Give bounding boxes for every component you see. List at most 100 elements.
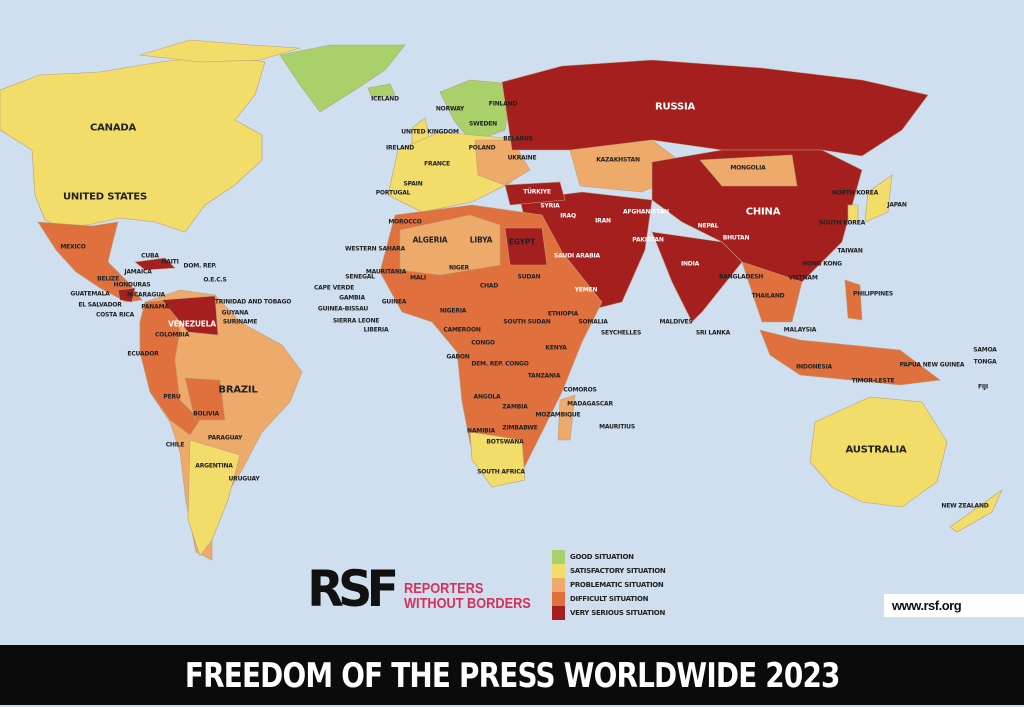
- title-banner: FREEDOM OF THE PRESS WORLDWIDE 2023: [0, 645, 1024, 705]
- country-label: NIGER: [449, 264, 469, 272]
- country-label: HAITI: [161, 258, 179, 266]
- country-label: TRINIDAD AND TOBAGO: [214, 298, 292, 306]
- region-mexico: [37, 221, 143, 303]
- country-label: INDIA: [680, 260, 700, 268]
- country-label: NEPAL: [697, 222, 719, 230]
- country-label: SAUDI ARABIA: [554, 252, 600, 260]
- region-greenland: [279, 44, 406, 113]
- country-label: SURINAME: [222, 318, 258, 326]
- region-philippines: [844, 279, 863, 321]
- region-madagascar: [557, 394, 576, 441]
- country-label: BOLIVIA: [193, 410, 219, 418]
- region-southeast-asia: [741, 261, 803, 323]
- country-label: SUDAN: [517, 273, 541, 281]
- region-scandinavia: [439, 79, 513, 143]
- country-label: NICARAGUA: [126, 291, 166, 299]
- country-label: EGYPT: [508, 237, 536, 247]
- region-colombia-peru: [139, 299, 201, 436]
- country-label: PORTUGAL: [375, 189, 411, 197]
- region-east-europe: [474, 139, 531, 186]
- country-label: DEM. REP. CONGO: [471, 360, 529, 368]
- country-label: MOROCCO: [388, 218, 422, 226]
- rsf-logo: RSF REPORTERS WITHOUT BORDERS: [305, 560, 553, 618]
- country-label: MADAGASCAR: [567, 400, 613, 408]
- legend-swatch: [552, 592, 565, 606]
- country-label: KENYA: [545, 344, 567, 352]
- country-label: UKRAINE: [507, 154, 537, 162]
- country-label: JAMAICA: [124, 268, 152, 276]
- country-label: SWEDEN: [469, 120, 497, 128]
- logo-line-2: WITHOUT BORDERS: [403, 595, 531, 612]
- country-label: PERU: [163, 393, 181, 401]
- legend-item-good: GOOD SITUATION: [552, 550, 665, 564]
- country-label: COLOMBIA: [154, 331, 190, 339]
- country-label: MOZAMBIQUE: [535, 411, 581, 419]
- country-label: TIMOR-LESTE: [851, 377, 895, 385]
- rsf-logo-mark: RSF: [307, 560, 399, 618]
- country-label: RUSSIA: [654, 101, 696, 113]
- legend-item-very-serious: VERY SERIOUS SITUATION: [552, 606, 665, 620]
- country-label: NORWAY: [435, 105, 465, 113]
- legend-label: GOOD SITUATION: [570, 553, 634, 561]
- world-map: CANADA UNITED STATES MEXICO CUBA HAITI D…: [0, 39, 1003, 561]
- country-label: GUATEMALA: [70, 290, 110, 298]
- country-label: SOUTH KOREA: [818, 219, 866, 227]
- country-label: SYRIA: [540, 202, 560, 210]
- country-label: ZAMBIA: [502, 403, 528, 411]
- map-shapes: [0, 39, 1003, 561]
- country-label: PARAGUAY: [207, 434, 243, 442]
- country-label: WESTERN SAHARA: [344, 245, 406, 253]
- country-label: INDONESIA: [796, 363, 832, 371]
- country-label: JAPAN: [887, 201, 907, 209]
- legend-item-satisfactory: SATISFACTORY SITUATION: [552, 564, 666, 578]
- country-label: SPAIN: [403, 180, 423, 188]
- country-label: GAMBIA: [339, 294, 365, 302]
- country-label: BOTSWANA: [486, 438, 524, 446]
- country-label: YEMEN: [574, 286, 598, 294]
- region-new-zealand: [949, 489, 1003, 533]
- country-label: IRAQ: [560, 212, 576, 220]
- region-canada-us: [0, 54, 266, 233]
- legend-swatch: [552, 564, 565, 578]
- country-label: THAILAND: [751, 292, 785, 300]
- country-label: GABON: [446, 353, 470, 361]
- country-label: IRELAND: [385, 144, 415, 152]
- country-label: ETHIOPIA: [547, 310, 579, 318]
- country-label: FRANCE: [424, 160, 450, 168]
- website-url: www.rsf.org: [884, 594, 1024, 617]
- country-label: BANGLADESH: [718, 273, 764, 281]
- country-label: GUINEA: [381, 298, 407, 306]
- country-label: HONDURAS: [113, 281, 151, 289]
- country-label: CAMEROON: [443, 326, 481, 334]
- legend-label: SATISFACTORY SITUATION: [570, 567, 666, 575]
- country-label: KAZAKHSTAN: [596, 156, 640, 164]
- country-label: CONGO: [471, 339, 495, 347]
- country-label: TÜRKIYE: [523, 188, 551, 196]
- country-label: MALAYSIA: [783, 326, 817, 334]
- country-label: ZIMBABWE: [502, 424, 538, 432]
- legend-item-problematic: PROBLEMATIC SITUATION: [552, 578, 665, 592]
- country-label: NAMIBIA: [467, 427, 495, 435]
- country-label: PHILIPPINES: [853, 290, 893, 298]
- country-label: URUGUAY: [228, 475, 260, 483]
- country-label: NEW ZEALAND: [941, 502, 989, 510]
- country-label: POLAND: [468, 144, 496, 152]
- country-label: PAPUA NEW GUINEA: [899, 361, 965, 369]
- region-egypt: [504, 227, 548, 266]
- country-label: MEXICO: [60, 243, 86, 251]
- country-label: AUSTRALIA: [845, 444, 907, 456]
- region-arctic-islands: [139, 39, 301, 63]
- country-label: BRAZIL: [218, 384, 258, 396]
- country-label: ALGERIA: [412, 235, 448, 245]
- region-cuba: [134, 257, 176, 271]
- rsf-logo-text: REPORTERS WITHOUT BORDERS: [404, 581, 531, 611]
- legend-swatch: [552, 578, 565, 592]
- country-label: MALI: [410, 274, 426, 282]
- country-label: SEYCHELLES: [600, 329, 642, 337]
- country-label: EL SALVADOR: [78, 301, 122, 309]
- country-label: FINLAND: [488, 100, 518, 108]
- region-australia: [809, 396, 948, 508]
- country-label: SIERRA LEONE: [332, 317, 380, 325]
- region-southern-africa: [469, 431, 526, 488]
- country-label: NORTH KOREA: [831, 189, 879, 197]
